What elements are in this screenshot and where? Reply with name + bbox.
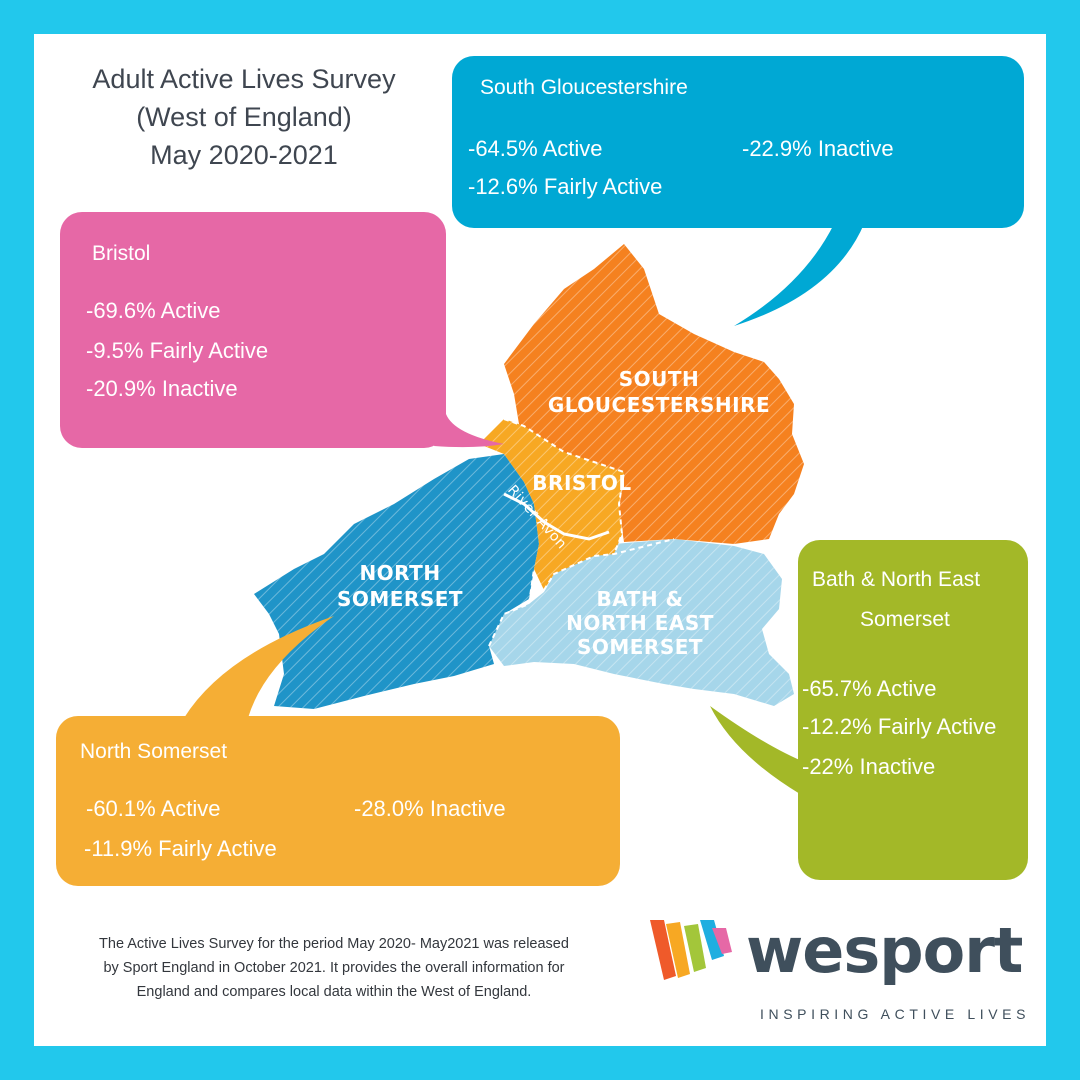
page-title: Adult Active Lives Survey (West of Engla… [74,60,414,174]
hatch-overlay [254,454,539,709]
wesport-tagline: INSPIRING ACTIVE LIVES [760,1006,1031,1022]
stat-fairly-active: -11.9% Fairly Active [84,836,277,861]
map-label-north-somerset-1: NORTH [359,561,440,585]
infographic-card: SOUTH GLOUCESTERSHIRE BRISTOL NORTH SOME… [34,34,1046,1046]
map-label-north-somerset-2: SOMERSET [337,587,463,611]
bubble-bristol: Bristol -69.6% Active -9.5% Fairly Activ… [60,212,446,448]
bubble-tail-south-gloucestershire [734,224,864,326]
footer-line: England and compares local data within t… [136,984,532,1000]
map-label-bath-1: BATH & [597,587,684,611]
hatch-overlay [489,539,794,706]
bubble-region-name: South Gloucestershire [480,76,688,99]
bubble-region-name: Bath & North East [812,568,981,591]
stat-inactive: -20.9% Inactive [86,376,238,401]
bubble-north-somerset: North Somerset -60.1% Active -28.0% Inac… [56,716,620,886]
boundary-line [503,418,626,555]
stat-inactive: -22% Inactive [802,754,936,779]
map-label-bristol: BRISTOL [532,471,631,495]
title-line: Adult Active Lives Survey [92,64,396,94]
bubble-bath-ne-somerset: Bath & North East Somerset -65.7% Active… [798,540,1028,880]
stat-fairly-active: -12.6% Fairly Active [468,174,663,199]
title-line: (West of England) [136,102,352,132]
wesport-logo-wordmark: wesport [746,914,1023,987]
stat-fairly-active: -12.2% Fairly Active [802,714,997,739]
bubble-tail-north-somerset [184,616,334,718]
wesport-logo-icon [650,920,732,980]
stat-inactive: -22.9% Inactive [742,136,894,161]
map-label-bath-2: NORTH EAST [566,611,714,635]
bubble-tail-bristol [434,414,504,448]
bubble-region-name: North Somerset [80,740,228,763]
bubble-south-gloucestershire: South Gloucestershire -64.5% Active -22.… [452,56,1024,228]
bubble-region-name: Bristol [92,242,151,265]
map-label-south-gloucestershire-1: SOUTH [619,367,700,391]
bubble-region-name: Somerset [860,608,950,631]
stat-fairly-active: -9.5% Fairly Active [86,338,269,363]
footer-line: The Active Lives Survey for the period M… [99,936,569,952]
footer-note: The Active Lives Survey for the period M… [64,932,604,1004]
stat-active: -65.7% Active [802,676,937,701]
boundary-line [543,538,675,591]
stat-active: -64.5% Active [468,136,603,161]
hatch-overlay [479,419,624,590]
stat-inactive: -28.0% Inactive [354,796,506,821]
title-line: May 2020-2021 [150,140,338,170]
west-of-england-map: SOUTH GLOUCESTERSHIRE BRISTOL NORTH SOME… [184,224,864,794]
map-label-bath-3: SOMERSET [577,635,703,659]
stat-active: -69.6% Active [86,298,221,323]
hatch-overlay [504,244,804,544]
map-label-south-gloucestershire-2: GLOUCESTERSHIRE [548,393,770,417]
footer-line: by Sport England in October 2021. It pro… [103,960,565,976]
river-avon-line [503,492,610,541]
stat-active: -60.1% Active [86,796,221,821]
boundary-line [488,568,535,647]
